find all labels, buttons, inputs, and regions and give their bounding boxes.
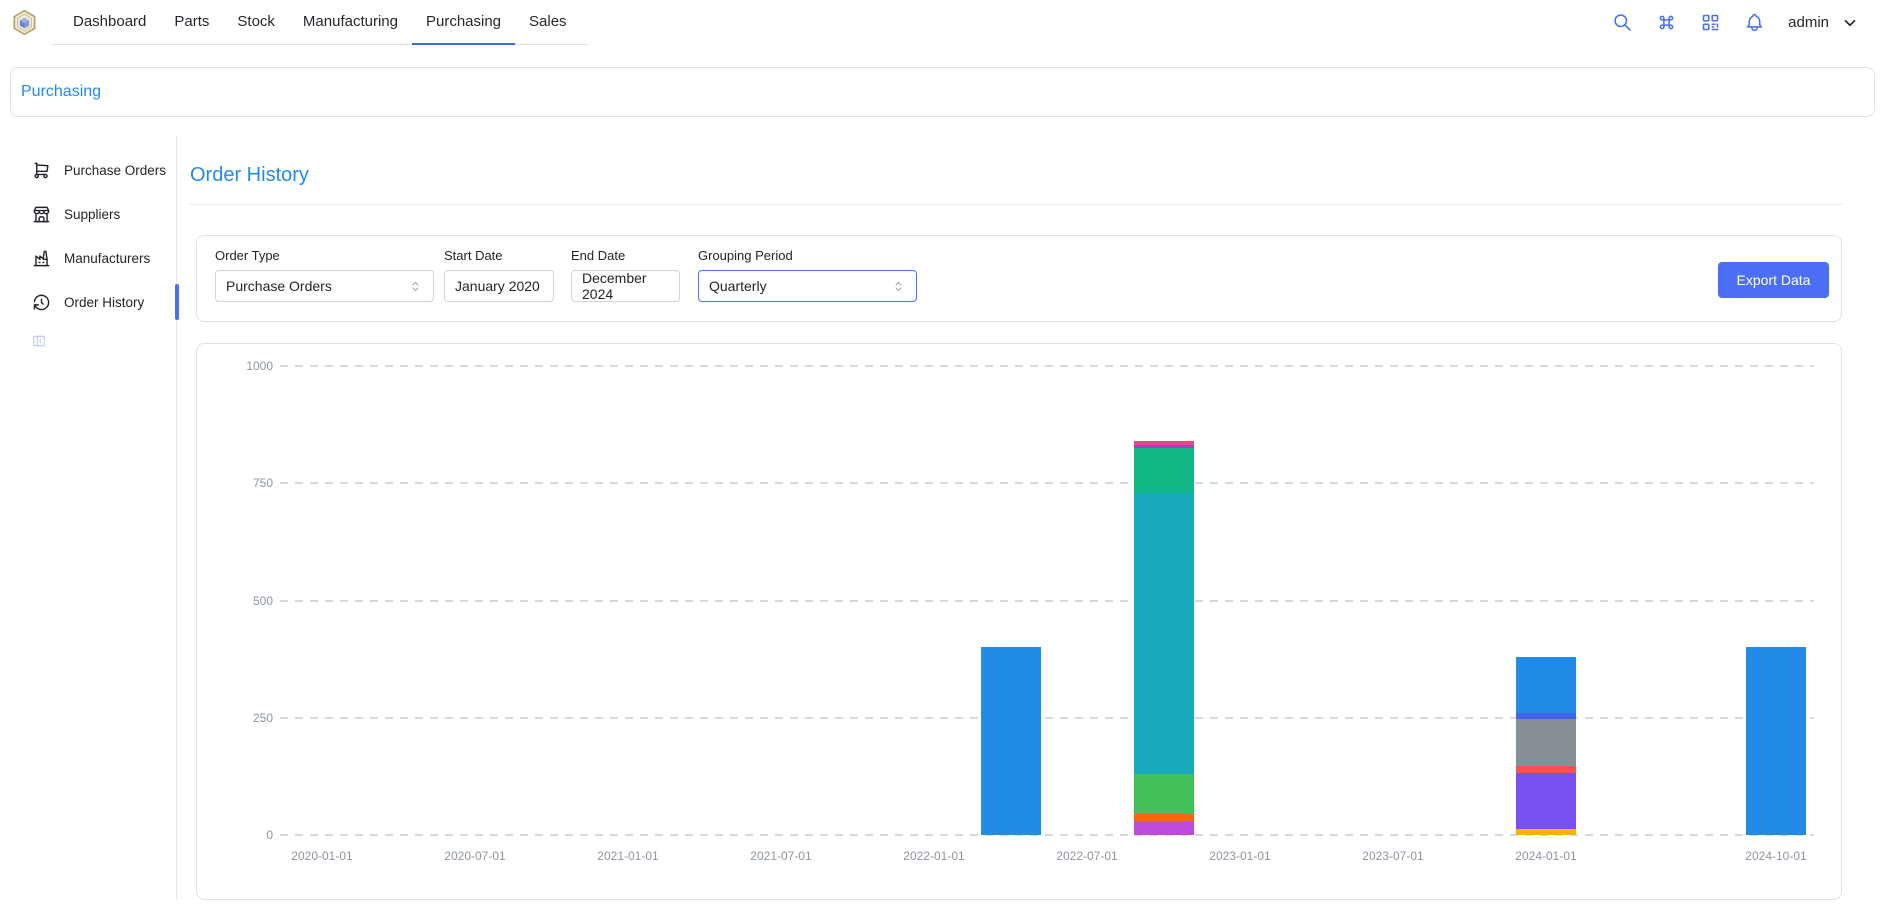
bar-segment [1134,448,1194,493]
bar-segment [1746,647,1806,835]
user-menu[interactable]: admin [1788,14,1859,32]
x-axis-tick: 2022-07-01 [1042,849,1132,863]
x-axis-tick: 2023-01-01 [1195,849,1285,863]
x-axis-tick: 2020-01-01 [277,849,367,863]
sidebar-collapse-icon[interactable] [32,334,46,348]
y-axis-tick: 1000 [213,359,273,373]
tab-sales[interactable]: Sales [515,0,581,45]
order-type-value: Purchase Orders [226,278,332,294]
selector-icon [891,279,906,294]
sidebar-item-manufacturers[interactable]: Manufacturers [10,236,176,280]
chevron-down-icon [1841,14,1859,32]
factory-icon [32,249,51,268]
tab-parts[interactable]: Parts [160,0,223,45]
header-actions: admin [1612,0,1859,45]
export-data-button[interactable]: Export Data [1718,262,1829,298]
y-axis-tick: 500 [213,594,273,608]
gridline [280,717,1814,719]
start-date-label: Start Date [444,248,554,263]
grouping-period-value: Quarterly [709,278,767,294]
selector-icon [408,279,423,294]
bar-segment [1134,774,1194,814]
gridline [280,365,1814,367]
qrcode-icon[interactable] [1700,12,1721,33]
x-axis-tick: 2021-01-01 [583,849,673,863]
user-name: admin [1788,14,1829,31]
sidebar-item-label: Purchase Orders [64,163,166,178]
order-history-chart: 0 250 500 750 1000 2020-01-01 2020-07-01 2021-0… [196,343,1842,900]
bell-icon[interactable] [1744,12,1765,33]
title-divider [190,204,1842,205]
bar-2024-10-01 [1746,647,1806,835]
gridline [280,834,1814,836]
sidebar: Purchase Orders Suppliers Manufacturers Ord… [10,135,177,900]
bar-segment [1134,445,1194,448]
x-axis-tick: 2024-01-01 [1501,849,1591,863]
bar-segment [1134,821,1194,835]
tab-purchasing[interactable]: Purchasing [412,0,515,45]
grouping-period-select[interactable]: Quarterly [698,270,917,302]
tab-stock[interactable]: Stock [223,0,289,45]
sidebar-item-order-history[interactable]: Order History [10,280,176,324]
bar-segment [1516,766,1576,773]
bar-segment [1516,773,1576,829]
bar-segment [1516,657,1576,713]
y-axis-tick: 0 [213,828,273,842]
command-icon[interactable] [1656,12,1677,33]
bar-segment [1134,814,1194,821]
page-title: Order History [190,164,1842,187]
bar-segment [1516,719,1576,766]
bar-segment [1134,441,1194,445]
end-date-input[interactable]: December 2024 [571,270,680,302]
bar-segment [1134,493,1194,774]
x-axis-tick: 2024-10-01 [1731,849,1821,863]
sidebar-item-label: Suppliers [64,207,120,222]
start-date-input[interactable]: January 2020 [444,270,554,302]
building-store-icon [32,205,51,224]
x-axis-tick: 2022-01-01 [889,849,979,863]
history-icon [32,293,51,312]
grouping-period-label: Grouping Period [698,248,917,263]
bar-2022-04-01 [981,647,1041,835]
breadcrumb[interactable]: Purchasing [21,83,101,101]
breadcrumb-bar: Purchasing [10,67,1875,117]
order-type-label: Order Type [215,248,434,263]
gridline [280,600,1814,602]
search-icon[interactable] [1612,12,1633,33]
main-content: Order History Order Type Purchase Orders… [190,135,1842,906]
bar-2024-01-01 [1516,657,1576,835]
end-date-value: December 2024 [582,270,669,302]
sidebar-item-purchase-orders[interactable]: Purchase Orders [10,148,176,192]
y-axis-tick: 750 [213,476,273,490]
x-axis-tick: 2023-07-01 [1348,849,1438,863]
sidebar-item-label: Order History [64,295,144,310]
bar-2022-10-01 [1134,441,1194,835]
bar-segment [1516,713,1576,719]
shopping-cart-icon [32,161,51,180]
tab-manufacturing[interactable]: Manufacturing [289,0,412,45]
sidebar-item-label: Manufacturers [64,251,150,266]
x-axis-tick: 2021-07-01 [736,849,826,863]
app-logo[interactable] [11,9,38,36]
bar-segment [981,647,1041,835]
gridline [280,482,1814,484]
sidebar-item-suppliers[interactable]: Suppliers [10,192,176,236]
filter-panel: Order Type Purchase Orders Start Date Ja… [196,235,1842,322]
main-nav: DashboardPartsStockManufacturingPurchasi… [53,0,587,45]
y-axis-tick: 250 [213,711,273,725]
bar-segment [1516,829,1576,835]
tab-dashboard[interactable]: Dashboard [59,0,160,45]
order-type-select[interactable]: Purchase Orders [215,270,434,302]
x-axis-tick: 2020-07-01 [430,849,520,863]
end-date-label: End Date [571,248,680,263]
start-date-value: January 2020 [455,278,540,294]
